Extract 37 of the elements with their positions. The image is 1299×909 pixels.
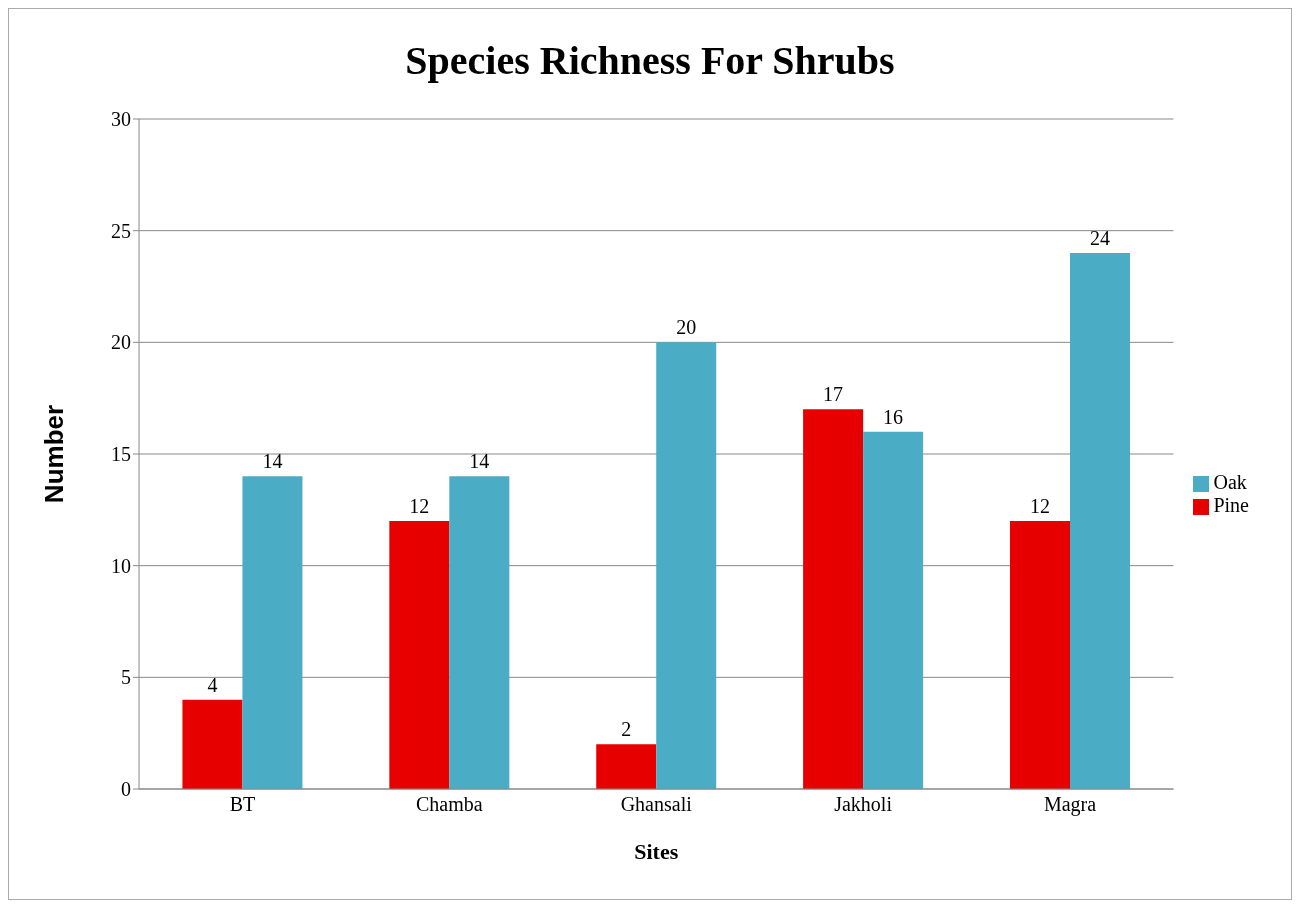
data-label: 14 [469, 450, 490, 473]
data-label: 16 [883, 405, 904, 428]
data-label: 24 [1090, 227, 1110, 249]
data-label: 12 [1030, 495, 1050, 517]
y-tick-label: 20 [111, 331, 131, 354]
y-tick-label: 0 [121, 778, 131, 801]
y-tick-label: 5 [121, 666, 131, 689]
data-label: 17 [823, 383, 844, 406]
bar [242, 476, 303, 789]
x-tick-label: Jakholi [834, 793, 893, 816]
data-label: 2 [621, 718, 632, 741]
bar [656, 342, 717, 789]
bar [596, 744, 657, 789]
y-tick-label: 10 [111, 554, 131, 577]
data-label: 20 [676, 316, 697, 339]
x-tick-label: Chamba [416, 793, 483, 816]
chart-title: Species Richness For Shrubs [404, 37, 896, 85]
y-tick-label: 15 [111, 443, 131, 466]
bar [1010, 521, 1070, 789]
legend-label: Oak [1213, 471, 1247, 493]
data-label: 12 [409, 495, 430, 517]
bar [389, 521, 450, 789]
bar [1070, 253, 1130, 789]
data-label: 4 [207, 673, 218, 696]
legend-label: Pine [1213, 494, 1249, 516]
bar [182, 699, 243, 789]
x-tick-label: Ghansali [620, 793, 693, 816]
x-axis-title: Sites [634, 839, 679, 864]
bar [863, 431, 924, 789]
bar [449, 476, 510, 789]
y-tick-label: 25 [111, 219, 131, 242]
y-axis-title: Number [39, 404, 70, 504]
bar [803, 409, 864, 789]
y-tick-label: 30 [111, 108, 131, 131]
x-tick-label: Magra [1043, 793, 1097, 817]
x-tick-label: BT [229, 793, 256, 816]
data-label: 14 [262, 450, 283, 473]
